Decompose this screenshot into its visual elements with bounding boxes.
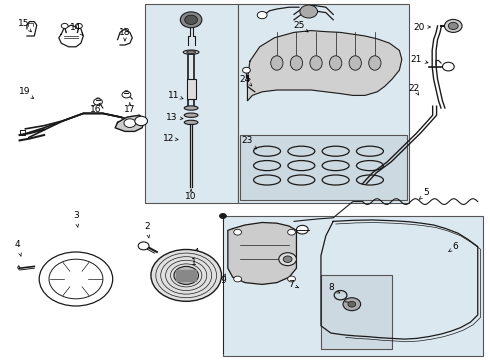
Ellipse shape — [330, 56, 342, 70]
Circle shape — [300, 5, 318, 18]
Circle shape — [296, 225, 308, 234]
Ellipse shape — [184, 106, 198, 110]
Text: 2: 2 — [144, 222, 150, 231]
Circle shape — [135, 116, 147, 126]
Circle shape — [288, 229, 295, 235]
Circle shape — [174, 266, 198, 284]
Text: 15: 15 — [18, 19, 29, 28]
Ellipse shape — [184, 120, 198, 125]
Circle shape — [448, 22, 458, 30]
Circle shape — [283, 256, 292, 262]
Text: 13: 13 — [166, 112, 177, 122]
Polygon shape — [247, 31, 402, 101]
Text: 1: 1 — [191, 258, 196, 267]
Circle shape — [124, 119, 136, 127]
Text: 12: 12 — [163, 134, 175, 143]
Text: 10: 10 — [185, 192, 197, 201]
Text: 14: 14 — [70, 22, 82, 31]
Circle shape — [257, 12, 267, 19]
Circle shape — [234, 276, 242, 282]
Bar — [187, 79, 196, 99]
Text: 6: 6 — [453, 242, 459, 251]
Circle shape — [243, 67, 250, 73]
Circle shape — [348, 301, 356, 307]
Circle shape — [442, 62, 454, 71]
Circle shape — [180, 12, 202, 28]
Ellipse shape — [349, 56, 362, 70]
Text: 9: 9 — [220, 276, 226, 285]
Bar — [240, 135, 407, 200]
Ellipse shape — [184, 113, 198, 117]
Text: 22: 22 — [409, 84, 419, 93]
Text: 23: 23 — [242, 136, 253, 145]
Ellipse shape — [183, 50, 199, 54]
Circle shape — [61, 23, 68, 28]
Polygon shape — [115, 115, 145, 131]
Text: 11: 11 — [168, 91, 180, 100]
Circle shape — [185, 15, 197, 24]
Text: 24: 24 — [240, 75, 250, 84]
Circle shape — [75, 23, 82, 28]
Text: 20: 20 — [413, 22, 425, 31]
Text: 5: 5 — [423, 188, 429, 197]
Circle shape — [94, 99, 102, 105]
Polygon shape — [228, 222, 296, 284]
Text: 8: 8 — [328, 284, 334, 292]
Circle shape — [234, 229, 242, 235]
Text: 16: 16 — [90, 105, 101, 114]
Bar — [223, 216, 483, 356]
Bar — [321, 275, 392, 349]
Bar — [145, 4, 238, 203]
Text: 7: 7 — [289, 280, 294, 289]
Ellipse shape — [187, 51, 196, 54]
Text: 17: 17 — [124, 105, 136, 114]
Ellipse shape — [290, 56, 303, 70]
Text: 4: 4 — [14, 240, 20, 249]
Text: 25: 25 — [293, 21, 305, 30]
Ellipse shape — [310, 56, 322, 70]
Circle shape — [151, 249, 221, 301]
Text: 18: 18 — [119, 28, 131, 37]
Circle shape — [220, 213, 226, 219]
Circle shape — [279, 253, 296, 266]
Circle shape — [343, 298, 361, 311]
Text: 3: 3 — [73, 211, 79, 220]
Ellipse shape — [270, 56, 283, 70]
Circle shape — [444, 19, 462, 32]
Text: 19: 19 — [19, 87, 30, 96]
Text: 21: 21 — [411, 55, 422, 64]
Circle shape — [122, 91, 131, 98]
Ellipse shape — [368, 56, 381, 70]
Circle shape — [288, 276, 295, 282]
Circle shape — [138, 242, 149, 250]
Polygon shape — [176, 270, 196, 281]
Bar — [238, 4, 409, 203]
